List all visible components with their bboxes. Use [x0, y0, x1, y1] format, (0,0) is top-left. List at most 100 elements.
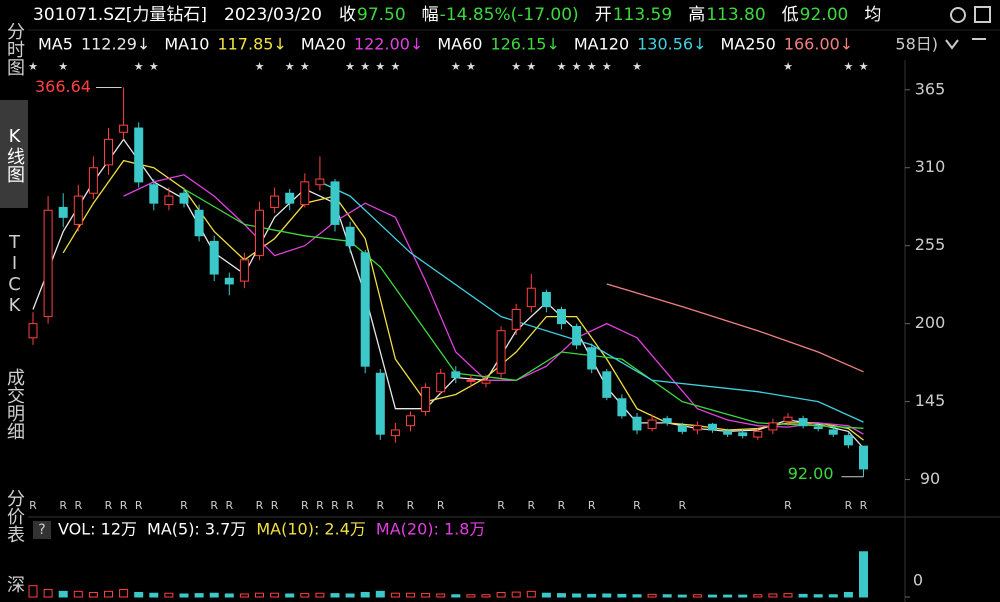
candle-body — [300, 181, 310, 206]
candle-body — [828, 429, 838, 435]
candle-body — [677, 425, 687, 432]
ma-value: 122.00↓ — [354, 35, 423, 54]
candle-body — [315, 178, 325, 186]
r-marker: R — [120, 499, 128, 512]
candle-body — [149, 184, 159, 204]
volume-bar — [315, 592, 325, 598]
sidebar: 分时图 K线图 TICK 成交明细分价表深 — [0, 0, 28, 602]
volume-bar — [360, 591, 370, 598]
r-marker: R — [527, 499, 535, 512]
dropdown-icon[interactable] — [945, 39, 959, 50]
star-marker: ★ — [602, 60, 612, 73]
volume-header: MA(10): 2.4万 — [256, 520, 366, 539]
star-marker: ★ — [783, 60, 793, 73]
candle-body — [753, 430, 763, 438]
header-label: 高 — [688, 5, 705, 25]
candle-body — [360, 252, 370, 367]
y-tick-label: 145 — [915, 391, 946, 410]
r-marker: R — [497, 499, 505, 512]
volume-bar — [300, 593, 310, 598]
volume-bar — [798, 593, 808, 598]
volume-bar — [496, 591, 506, 598]
candle-body — [375, 372, 385, 435]
volume-bar — [421, 593, 431, 598]
candle-body — [541, 291, 551, 308]
sidebar-tab[interactable]: TICK — [4, 232, 25, 316]
header-value: -14.85%(-17.00) — [440, 5, 579, 25]
star-marker: ★ — [360, 60, 370, 73]
candle-body — [104, 138, 113, 166]
help-box — [33, 521, 51, 539]
r-marker: R — [784, 499, 792, 512]
candle-body — [194, 209, 204, 237]
volume-bar — [119, 588, 129, 598]
ma-name: MA120 — [574, 35, 629, 54]
star-marker: ★ — [300, 60, 310, 73]
candle-body — [179, 192, 189, 204]
r-marker: R — [105, 499, 113, 512]
candle-body — [406, 415, 415, 427]
candle-body — [270, 195, 280, 208]
volume-bar — [602, 593, 612, 598]
expand-icon[interactable] — [974, 6, 991, 23]
sidebar-tab[interactable]: 分价表 — [4, 489, 25, 543]
candle-body — [28, 323, 38, 339]
ma-line — [319, 181, 864, 423]
ma-line — [123, 174, 864, 435]
star-marker: ★ — [511, 60, 521, 73]
candle-body — [783, 416, 793, 422]
volume-bar — [285, 593, 295, 598]
sidebar-tab[interactable]: 分时图 — [4, 22, 25, 76]
volume-bar — [104, 590, 113, 598]
star-marker: ★ — [526, 60, 536, 73]
toolbar-icons[interactable] — [945, 6, 991, 50]
r-marker: R — [633, 499, 641, 512]
volume-bar — [813, 594, 823, 598]
volume-bar — [224, 593, 234, 598]
ma-value: 112.29↓ — [81, 35, 150, 54]
candle-body — [255, 209, 264, 257]
r-marker: R — [376, 499, 384, 512]
ma-value: 130.56↓ — [637, 35, 706, 54]
annotation-label: 366.64 — [35, 77, 91, 96]
star-marker: ★ — [632, 60, 642, 73]
ma-value: 166.00↓ — [784, 35, 853, 54]
star-marker: ★ — [58, 60, 68, 73]
volume-header: MA(20): 1.8万 — [376, 520, 486, 539]
candle-body — [602, 371, 612, 398]
header-label: 均 — [864, 5, 881, 25]
y-tick-label: 255 — [915, 235, 946, 254]
ma-line — [606, 283, 864, 373]
candle-body — [843, 435, 853, 446]
volume-bar — [768, 593, 778, 598]
settings-icon[interactable] — [950, 7, 966, 23]
sidebar-tab[interactable]: 成交明细 — [4, 368, 25, 440]
candle-body — [692, 425, 702, 431]
volume-bar — [541, 592, 551, 598]
sidebar-tab[interactable]: 深 — [4, 574, 25, 593]
header-label: 开 — [595, 5, 612, 25]
volume-bar — [330, 593, 340, 598]
candle-body — [58, 206, 68, 218]
r-marker: R — [346, 499, 354, 512]
ma-value: 126.15↓ — [490, 35, 559, 54]
candle-body — [224, 277, 234, 285]
candle-body — [587, 347, 597, 370]
header-label: 低 — [782, 5, 799, 25]
minimize-icon[interactable] — [972, 38, 986, 40]
r-marker: R — [59, 499, 67, 512]
ma-name: MA20 — [301, 35, 346, 54]
volume-bar — [194, 593, 204, 598]
candle-body — [285, 192, 295, 204]
star-marker: ★ — [285, 60, 295, 73]
candle-body — [466, 379, 476, 382]
star-marker: ★ — [255, 60, 265, 73]
r-marker: R — [407, 499, 415, 512]
r-marker: R — [256, 499, 264, 512]
r-marker: R — [225, 499, 233, 512]
r-marker: R — [180, 499, 188, 512]
volume-bar — [632, 594, 642, 598]
star-marker: ★ — [466, 60, 476, 73]
annotation-label: 92.00 — [788, 464, 834, 483]
sidebar-tab[interactable]: K线图 — [0, 100, 28, 208]
